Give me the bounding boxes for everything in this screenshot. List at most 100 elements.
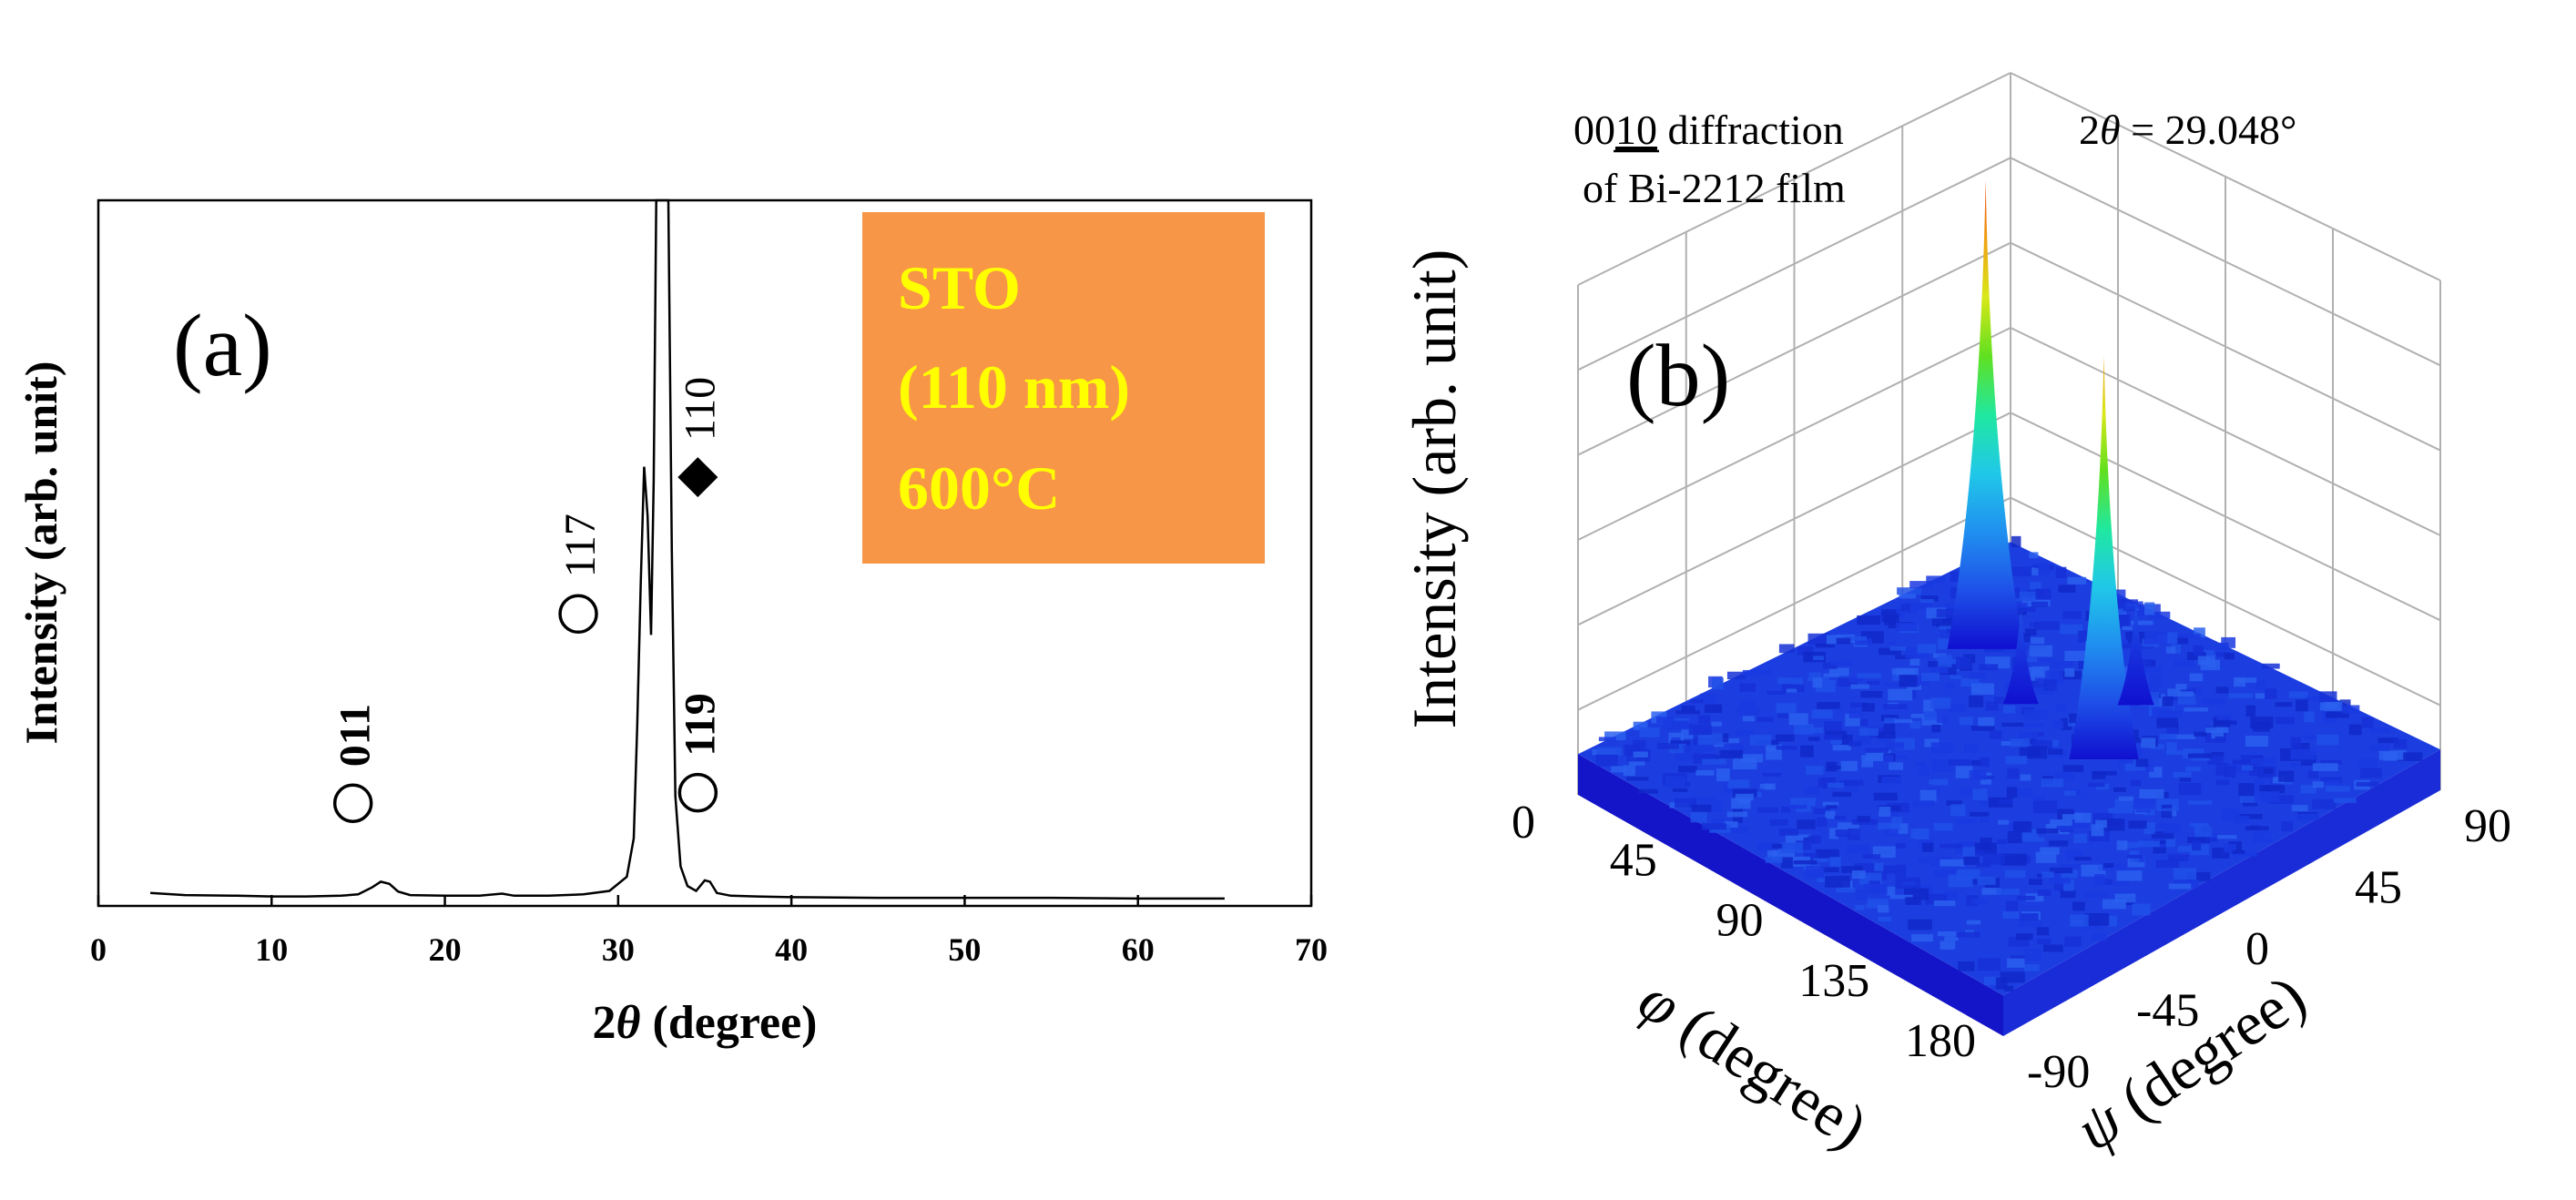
surface-noise-patch (1759, 783, 1773, 789)
surface-noise-patch (1735, 729, 1754, 737)
surface-noise-patch (1800, 745, 1814, 758)
surface-noise-patch (2235, 677, 2257, 683)
panel-b-3d-surface: 0010 diffraction of Bi-2212 film 2θ = 29… (1400, 72, 2511, 1164)
surface-noise-patch (2215, 779, 2230, 786)
surface-noise-patch (1762, 772, 1781, 777)
surface-noise-patch (2016, 895, 2036, 900)
surface-noise-patch (2185, 766, 2201, 772)
surface-noise-patch (2166, 723, 2179, 734)
surface-noise-patch (1940, 859, 1965, 867)
surface-noise-patch (2114, 798, 2133, 808)
surface-noise-patch (2290, 737, 2301, 749)
surface-noise-patch (2184, 707, 2208, 712)
surface-noise-patch (1776, 703, 1797, 714)
surface-noise-patch (2073, 833, 2087, 843)
surface-noise-patch (1938, 638, 1952, 650)
surface-noise-patch (2360, 768, 2382, 778)
surface-noise-patch (2051, 661, 2073, 669)
surface-noise-patch (1932, 778, 1949, 786)
surface-noise-patch (1780, 807, 1791, 813)
surface-noise-patch (2215, 686, 2229, 694)
surface-noise-patch (1699, 754, 1716, 759)
surface-noise-patch (1959, 841, 1974, 846)
surface-noise-patch (1739, 683, 1756, 692)
surface-noise-patch (1681, 705, 1695, 711)
surface-noise-patch (1695, 769, 1715, 776)
peak-label: 110 (676, 377, 724, 441)
surface-noise-patch (1781, 857, 1794, 869)
surface-noise-patch (1719, 749, 1744, 758)
surface-noise-patch (1724, 825, 1749, 834)
surface-noise-patch (1982, 853, 2006, 865)
surface-noise-patch (2029, 567, 2039, 575)
surface-noise-patch (1916, 601, 1933, 610)
x-tick-label: 60 (1122, 931, 1155, 968)
psi-tick-label: 0 (2245, 923, 2269, 975)
surface-noise-patch (1947, 703, 1966, 713)
surface-noise-patch (2114, 893, 2136, 903)
surface-noise-patch (2032, 688, 2054, 695)
surface-noise-patch (1827, 782, 1844, 788)
surface-noise-patch (1855, 890, 1867, 900)
surface-noise-patch (1796, 806, 1811, 812)
surface-noise-patch (2091, 824, 2104, 837)
surface-noise-patch (2216, 714, 2232, 720)
surface-noise-patch (1931, 724, 1941, 733)
surface-noise-patch (1860, 690, 1883, 698)
surface-noise-patch (1930, 742, 1954, 754)
panel-b-label: (b) (1626, 327, 1730, 425)
surface-noise-patch (1787, 804, 1807, 809)
surface-noise-patch (1832, 791, 1852, 798)
surface-noise-patch (1777, 711, 1789, 718)
surface-noise-patch (2027, 746, 2048, 759)
surface-noise-patch (1736, 707, 1760, 716)
surface-noise-patch (1948, 759, 1971, 766)
x-tick-label: 10 (255, 931, 288, 968)
surface-noise-patch (1955, 656, 1971, 669)
surface-noise-patch (1941, 618, 1955, 625)
x-axis-ticks: 0 10 20 30 40 50 60 70 (90, 895, 1328, 968)
x-tick-label: 40 (775, 931, 808, 968)
surface-noise-patch (1726, 811, 1748, 818)
surface-noise-patch (2060, 624, 2083, 635)
surface-noise-patch (1825, 876, 1850, 888)
surface-noise-patch (1959, 717, 1973, 726)
surface-noise-patch (1779, 829, 1799, 836)
surface-noise-patch (1873, 792, 1898, 801)
surface-noise-patch (1926, 607, 1947, 619)
surface-noise-patch (1862, 854, 1881, 859)
surface-noise-patch (1861, 703, 1875, 712)
surface-noise-patch (2103, 899, 2126, 910)
surface-noise-patch (1727, 779, 1750, 788)
surface-noise-patch (1978, 717, 1995, 727)
surface-noise-patch (2006, 787, 2018, 798)
surface-noise-patch (2123, 606, 2137, 612)
surface-noise-patch (1711, 818, 1726, 828)
surface-noise-patch (2224, 843, 2237, 853)
surface-noise-patch (2252, 721, 2270, 732)
surface-noise-patch (1940, 941, 1956, 950)
surface-noise-patch (1919, 598, 1934, 604)
surface-noise-patch (1700, 693, 1717, 704)
surface-noise-patch (2091, 933, 2107, 941)
surface-noise-patch (1900, 604, 1910, 612)
surface-noise-patch (1822, 662, 1838, 669)
surface-noise-patch (1855, 904, 1865, 910)
surface-noise-patch (1990, 730, 2002, 739)
surface-noise-patch (1934, 869, 1956, 878)
surface-noise-patch (2068, 713, 2079, 724)
surface-noise-patch (2155, 859, 2180, 868)
surface-noise-patch (1666, 717, 1690, 723)
surface-noise-patch (2001, 722, 2024, 727)
surface-noise-patch (1749, 735, 1772, 746)
surface-noise-patch (1777, 677, 1803, 685)
surface-noise-patch (1895, 842, 1906, 849)
surface-noise-patch (1859, 727, 1879, 736)
surface-noise-patch (2033, 795, 2045, 801)
surface-noise-patch (2255, 791, 2280, 803)
surface-noise-patch (1633, 751, 1648, 758)
surface-noise-patch (1796, 840, 1812, 850)
surface-noise-patch (1854, 638, 1872, 646)
surface-noise-patch (1969, 770, 1987, 780)
surface-noise-patch (2205, 838, 2217, 842)
